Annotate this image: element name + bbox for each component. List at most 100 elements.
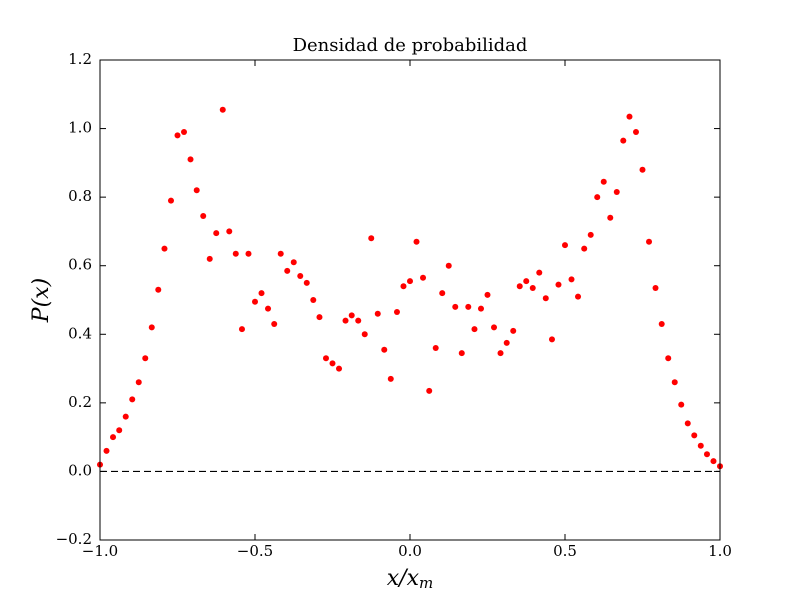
y-tick-label: 0.6	[68, 256, 92, 274]
point	[426, 387, 433, 394]
point	[413, 238, 420, 245]
point	[226, 228, 233, 235]
y-tick-label: 1.2	[68, 50, 92, 68]
point	[555, 281, 562, 288]
point	[452, 303, 459, 310]
point	[148, 324, 155, 331]
point	[245, 250, 252, 257]
point	[484, 291, 491, 298]
point	[135, 379, 142, 386]
x-axis-label-sub: m	[419, 574, 433, 592]
point	[477, 305, 484, 312]
point	[142, 355, 149, 362]
point	[503, 339, 510, 346]
point	[710, 458, 717, 465]
point	[562, 242, 568, 249]
plot-frame	[99, 59, 721, 541]
x-tick-label: −0.5	[237, 542, 273, 560]
x-tick-label: −1.0	[82, 542, 118, 560]
point	[445, 262, 452, 269]
point	[232, 250, 239, 257]
point	[355, 317, 362, 324]
point	[284, 267, 291, 274]
point	[613, 189, 620, 195]
point	[691, 432, 698, 439]
y-tick-label: 0.4	[68, 324, 92, 342]
point	[684, 420, 691, 427]
point	[187, 156, 194, 163]
point	[297, 273, 304, 279]
point	[536, 269, 543, 276]
point	[238, 326, 245, 333]
point	[116, 427, 123, 434]
point	[387, 375, 394, 382]
chart-title: Densidad de probabilidad	[293, 35, 528, 56]
point	[665, 355, 672, 362]
point	[652, 285, 659, 291]
point	[258, 290, 265, 297]
point	[420, 274, 427, 281]
point	[348, 312, 355, 319]
point	[542, 295, 549, 302]
point	[393, 309, 400, 315]
point	[594, 194, 601, 201]
point	[103, 447, 110, 454]
point	[607, 214, 614, 221]
point	[671, 379, 678, 386]
y-tick-label: 0.0	[68, 461, 92, 479]
point	[303, 279, 310, 286]
point	[206, 255, 213, 262]
x-tick-label: 1.0	[708, 542, 732, 560]
point	[510, 327, 517, 334]
point	[432, 345, 439, 351]
point	[200, 213, 207, 219]
point	[646, 238, 653, 245]
point	[465, 303, 472, 310]
point	[523, 278, 530, 285]
point	[658, 321, 665, 327]
point	[342, 317, 349, 324]
y-tick-label: 0.8	[68, 187, 92, 205]
x-axis-label: x/xm	[387, 566, 433, 592]
point	[316, 314, 323, 321]
point	[193, 187, 200, 194]
point	[600, 178, 607, 185]
point	[497, 350, 504, 357]
point	[632, 129, 639, 135]
x-tick-label: 0.5	[553, 542, 577, 560]
y-tick-label: −0.2	[56, 530, 92, 548]
point	[374, 310, 381, 317]
point	[626, 113, 633, 120]
point	[336, 365, 343, 372]
point	[548, 336, 555, 343]
point	[290, 259, 297, 266]
point	[213, 230, 220, 237]
point	[329, 360, 336, 367]
y-axis-label: P(x)	[29, 278, 54, 323]
point	[458, 350, 465, 357]
point	[368, 235, 375, 242]
point	[174, 132, 181, 139]
point	[400, 283, 407, 290]
point	[271, 321, 278, 327]
x-tick-label: 0.0	[398, 542, 422, 560]
point	[620, 137, 627, 144]
point	[265, 305, 272, 312]
point	[678, 401, 685, 408]
point	[471, 326, 478, 333]
point	[310, 297, 317, 303]
point	[516, 283, 523, 290]
point	[161, 245, 168, 252]
point	[277, 250, 284, 257]
point	[697, 442, 704, 449]
point	[129, 396, 136, 403]
point	[587, 231, 594, 238]
point	[568, 276, 575, 283]
point	[407, 278, 413, 285]
point	[639, 166, 646, 173]
point	[529, 285, 536, 291]
point	[575, 293, 582, 300]
x-axis-label-main: x/x	[387, 566, 420, 591]
